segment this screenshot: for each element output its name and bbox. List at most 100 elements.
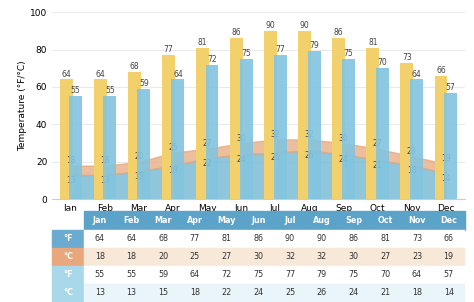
Bar — [369, 266, 401, 284]
Text: 86: 86 — [232, 28, 241, 37]
Bar — [366, 48, 379, 199]
Bar — [401, 284, 433, 302]
Text: 18: 18 — [100, 156, 109, 165]
Text: 81: 81 — [222, 234, 232, 243]
Text: 68: 68 — [129, 62, 139, 71]
Text: 30: 30 — [338, 133, 348, 143]
Text: °C: °C — [63, 288, 73, 297]
Bar — [298, 31, 311, 199]
Text: 75: 75 — [241, 49, 251, 58]
Bar — [211, 248, 243, 266]
Bar — [69, 96, 82, 199]
Text: 75: 75 — [253, 270, 264, 279]
Text: 30: 30 — [348, 252, 358, 261]
Legend: Average High Temp(°F), Average Low Temp(°F), Average High Temp(°C), Average Low : Average High Temp(°F), Average Low Temp(… — [72, 227, 445, 240]
Text: 81: 81 — [198, 38, 207, 47]
Text: 90: 90 — [300, 21, 310, 30]
Bar — [337, 248, 369, 266]
Bar — [52, 248, 84, 266]
Text: 21: 21 — [380, 288, 390, 297]
Text: 32: 32 — [271, 130, 280, 139]
Bar — [369, 230, 401, 248]
Text: 25: 25 — [190, 252, 200, 261]
Bar — [401, 63, 413, 199]
Bar — [337, 284, 369, 302]
Bar — [308, 51, 321, 199]
Text: Aug: Aug — [313, 216, 331, 225]
Bar — [306, 266, 337, 284]
Text: 25: 25 — [271, 153, 280, 162]
Bar — [306, 211, 337, 230]
Bar — [274, 284, 306, 302]
Text: 15: 15 — [158, 288, 168, 297]
Bar — [147, 266, 179, 284]
Bar — [162, 55, 175, 199]
Text: 30: 30 — [237, 133, 246, 143]
Bar — [52, 284, 84, 302]
Text: 81: 81 — [380, 234, 390, 243]
Bar — [274, 248, 306, 266]
Bar — [243, 284, 274, 302]
Text: 13: 13 — [100, 175, 110, 185]
Text: 75: 75 — [348, 270, 359, 279]
Bar — [179, 211, 211, 230]
Text: 66: 66 — [444, 234, 454, 243]
Text: °C: °C — [63, 252, 73, 261]
Bar — [243, 230, 274, 248]
Bar — [433, 266, 465, 284]
Bar — [84, 230, 116, 248]
Text: 13: 13 — [66, 175, 76, 185]
Bar — [52, 266, 84, 284]
Text: 27: 27 — [373, 139, 383, 148]
Text: 20: 20 — [158, 252, 168, 261]
Bar — [376, 68, 389, 199]
Text: 77: 77 — [285, 270, 295, 279]
Text: 24: 24 — [339, 155, 348, 164]
Text: 18: 18 — [190, 288, 200, 297]
Bar — [179, 248, 211, 266]
Bar — [116, 248, 147, 266]
Text: 18: 18 — [412, 288, 422, 297]
Text: 27: 27 — [221, 252, 232, 261]
Bar — [274, 230, 306, 248]
Bar — [84, 266, 116, 284]
Bar — [332, 38, 345, 199]
Text: 64: 64 — [61, 69, 71, 79]
Text: 86: 86 — [348, 234, 358, 243]
Text: Mar: Mar — [155, 216, 172, 225]
Text: 22: 22 — [221, 288, 232, 297]
Text: Dec: Dec — [440, 216, 457, 225]
Text: 77: 77 — [275, 45, 285, 54]
Text: 24: 24 — [237, 155, 246, 164]
Bar — [147, 230, 179, 248]
Bar — [342, 59, 355, 199]
Bar — [206, 65, 219, 199]
Bar — [147, 211, 179, 230]
Text: 70: 70 — [377, 58, 387, 67]
Text: 64: 64 — [127, 234, 137, 243]
Text: 32: 32 — [305, 130, 314, 139]
Text: Feb: Feb — [123, 216, 139, 225]
Bar — [147, 284, 179, 302]
Text: 13: 13 — [127, 288, 137, 297]
Text: 23: 23 — [412, 252, 422, 261]
Bar — [211, 284, 243, 302]
Bar — [401, 230, 433, 248]
Text: 70: 70 — [380, 270, 390, 279]
Bar — [337, 230, 369, 248]
Text: 55: 55 — [95, 270, 105, 279]
Bar — [52, 230, 84, 248]
Bar — [337, 211, 369, 230]
Text: 24: 24 — [253, 288, 264, 297]
Bar — [179, 266, 211, 284]
Text: Apr: Apr — [187, 216, 203, 225]
Bar — [196, 48, 209, 199]
Bar — [433, 284, 465, 302]
Text: 81: 81 — [368, 38, 378, 47]
Text: 32: 32 — [317, 252, 327, 261]
Text: 55: 55 — [71, 86, 81, 95]
Bar — [273, 55, 287, 199]
Bar — [179, 284, 211, 302]
Bar — [84, 248, 116, 266]
Text: 86: 86 — [334, 28, 344, 37]
